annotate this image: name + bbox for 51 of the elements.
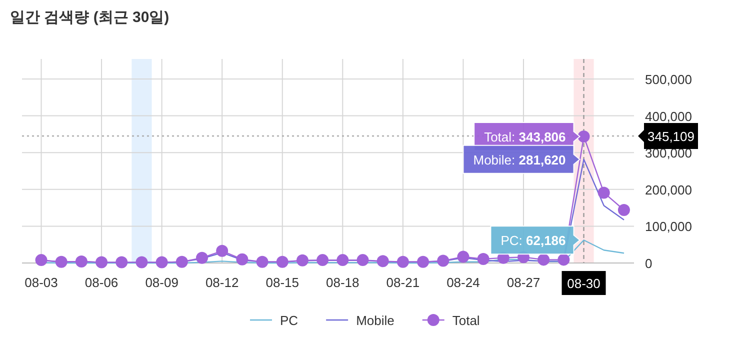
x-tick-label: 08-15 bbox=[266, 275, 299, 290]
point bbox=[35, 254, 48, 266]
point bbox=[376, 255, 389, 268]
chart-title: 일간 검색량 (최근 30일) bbox=[10, 9, 170, 26]
x-tick-label: 08-06 bbox=[84, 275, 118, 290]
legend-label: PC bbox=[280, 313, 298, 328]
point bbox=[598, 186, 610, 199]
point bbox=[316, 254, 329, 266]
point bbox=[116, 256, 128, 268]
point bbox=[417, 256, 430, 268]
point bbox=[336, 254, 349, 266]
x-tick-label: 08-12 bbox=[205, 275, 239, 290]
point bbox=[296, 254, 308, 266]
x-tick-label: 08-18 bbox=[326, 275, 360, 290]
point bbox=[75, 256, 88, 268]
point bbox=[276, 256, 288, 268]
point bbox=[96, 256, 108, 268]
point bbox=[136, 256, 148, 268]
point bbox=[176, 256, 188, 268]
y-tick-label: 200,000 bbox=[645, 182, 692, 198]
point bbox=[196, 252, 208, 264]
x-tick-label: 08-24 bbox=[446, 275, 480, 290]
x-tick-label: 08-09 bbox=[145, 275, 178, 290]
y-tick-label: 500,000 bbox=[645, 72, 692, 87]
point bbox=[396, 256, 409, 268]
point bbox=[55, 256, 68, 268]
legend-label: Mobile bbox=[356, 313, 394, 328]
x-tick-label: 08-03 bbox=[24, 275, 58, 290]
point bbox=[578, 130, 590, 142]
legend-label: Total bbox=[452, 313, 480, 328]
ref-line-label: 345,109 bbox=[648, 129, 694, 144]
point bbox=[256, 256, 268, 268]
annotation: Mobile: 281,620 bbox=[473, 152, 566, 168]
annotation: Total: 343,806 bbox=[484, 129, 566, 144]
point bbox=[618, 204, 630, 216]
point bbox=[457, 250, 470, 263]
y-tick-label: 0 bbox=[645, 256, 652, 271]
x-tick-label: 08-27 bbox=[506, 275, 540, 290]
point bbox=[477, 252, 490, 265]
annotation: PC: 62,186 bbox=[500, 233, 566, 248]
y-tick-label: 100,000 bbox=[645, 219, 692, 234]
point bbox=[437, 254, 450, 267]
point bbox=[236, 253, 248, 266]
point bbox=[538, 254, 550, 266]
point bbox=[558, 254, 570, 266]
x-tick-label: 08-21 bbox=[386, 275, 420, 290]
y-tick-label: 400,000 bbox=[645, 108, 692, 124]
point bbox=[356, 254, 369, 266]
ref-line-label: 08-30 bbox=[567, 276, 600, 291]
point bbox=[156, 256, 168, 268]
point bbox=[216, 244, 228, 257]
